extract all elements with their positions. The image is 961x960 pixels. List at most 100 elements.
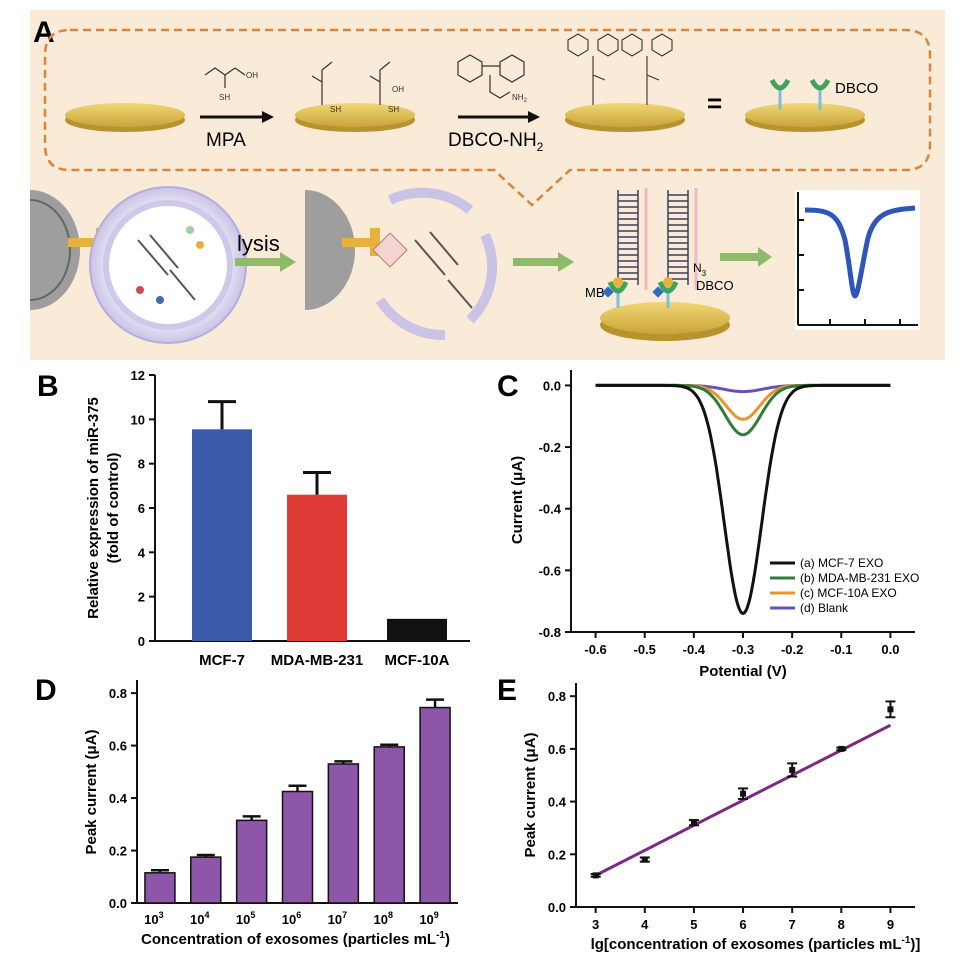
reagent-dbco-label: DBCO-NH2	[448, 130, 544, 154]
x-category-label: 109	[419, 910, 438, 927]
y-tick-label: 4	[138, 545, 146, 560]
reagent-mpa-label: MPA	[206, 130, 246, 151]
x-axis-label-part: Concentration of exosomes (particles mL	[141, 931, 436, 948]
data-point	[592, 872, 599, 879]
bar	[235, 819, 268, 904]
y-tick-label: -0.6	[539, 563, 561, 578]
arrow-detect	[513, 252, 574, 272]
data-point	[887, 706, 894, 713]
sh-text-1: SH	[219, 93, 230, 102]
y-tick-label: 0.6	[548, 742, 566, 757]
category-base: 10	[373, 912, 387, 927]
y-tick-label: 0.2	[109, 844, 127, 859]
panel-a-bubble	[43, 28, 932, 207]
category-exponent: 7	[342, 910, 347, 920]
legend-label: (b) MDA-MB-231 EXO	[800, 571, 919, 585]
x-category-label: 103	[144, 910, 163, 927]
y-axis-label-2: (fold of control)	[105, 453, 122, 564]
panel-b-letter: B	[37, 370, 59, 403]
y-tick-label: 0.0	[109, 896, 127, 911]
x-category-label: 107	[328, 910, 347, 927]
bead-right	[305, 190, 408, 310]
panel-a-letter: A	[33, 16, 55, 49]
y-tick-label: 0.2	[548, 847, 566, 862]
arrow-signal	[720, 247, 772, 267]
arrow-mpa	[200, 111, 274, 123]
x-axis-label-part: )	[445, 931, 450, 948]
y-tick-label: 0.0	[543, 378, 561, 393]
inset-voltammogram	[795, 190, 920, 330]
y-tick-label: 0	[138, 634, 145, 649]
panel-a: A SH OH MPA SH SH OH	[29, 10, 945, 360]
data-point	[690, 819, 697, 826]
detection-electrode	[600, 188, 730, 341]
chart-b: 0 2 4 6 8 10 12 MCF-7 MDA-MB-231 MCF-10A Relative …	[85, 368, 470, 669]
panel-d-letter: D	[35, 674, 57, 707]
equals-sign: =	[707, 88, 722, 118]
x-axis-label-part: )]	[910, 936, 920, 953]
panel-e: E 0.0 0.2 0.4 0.6 0.8 3 4 5 6 7 8 9 lg[concentration…	[497, 674, 920, 953]
y-tick-label: 0.4	[109, 791, 128, 806]
dbco-label-2: DBCO	[696, 278, 734, 293]
chart-c: 0.0 -0.2 -0.4 -0.6 -0.8 -0.6 -0.5 -0.4 -0.3 -0.2 -…	[509, 370, 919, 680]
dbco-simplified-electrode	[745, 78, 865, 132]
x-axis-label-part: lg[concentration of exosomes (particles …	[591, 936, 902, 953]
x-tick-label: -0.3	[732, 642, 754, 657]
x-tick-label: 6	[739, 917, 746, 932]
y-axis-label: Current (μA)	[509, 456, 526, 544]
y-tick-label: 0.0	[548, 900, 566, 915]
y-tick-label: 8	[138, 457, 145, 472]
y-tick-label: 0.8	[109, 686, 127, 701]
y-tick-label: 0.4	[548, 795, 567, 810]
x-tick-label: -0.1	[830, 642, 852, 657]
category-base: 10	[282, 912, 296, 927]
bar	[387, 618, 447, 641]
mpa-structure: SH OH	[204, 67, 258, 102]
x-category-label: 105	[236, 910, 255, 927]
arrow-dbco	[458, 111, 540, 123]
y-tick-label: -0.4	[539, 502, 562, 517]
dbco-electrode	[565, 33, 685, 132]
category-base: 10	[419, 912, 433, 927]
x-tick-label: -0.6	[584, 642, 606, 657]
data-point	[838, 745, 845, 752]
n3-label: N3	[693, 261, 707, 278]
x-tick-label: 9	[887, 917, 894, 932]
exosome-lysed	[375, 187, 498, 341]
bar	[192, 429, 252, 641]
y-tick-label: -0.2	[539, 440, 561, 455]
x-category-label: MDA-MB-231	[271, 652, 364, 669]
x-category-label: MCF-7	[199, 652, 245, 669]
oh-text-2: OH	[392, 85, 404, 94]
oh-text-1: OH	[246, 71, 258, 80]
legend-label: (a) MCF-7 EXO	[800, 556, 883, 570]
x-tick-label: 5	[690, 917, 697, 932]
y-tick-label: 6	[138, 501, 145, 516]
nh2-text: NH2	[512, 93, 528, 104]
x-category-label: MCF-10A	[384, 652, 449, 669]
x-tick-label: 4	[641, 917, 649, 932]
x-tick-label: 3	[592, 917, 599, 932]
bare-electrode	[65, 103, 185, 132]
x-tick-label: -0.2	[781, 642, 803, 657]
panel-e-letter: E	[497, 674, 517, 707]
category-base: 10	[144, 912, 158, 927]
legend-label: (d) Blank	[800, 601, 849, 615]
bar	[287, 494, 347, 641]
category-exponent: 8	[388, 910, 393, 920]
bar	[419, 706, 451, 904]
data-point	[740, 790, 747, 797]
x-tick-label: 7	[789, 917, 796, 932]
dbco-structure: NH2	[457, 54, 528, 104]
y-tick-label: 10	[131, 412, 145, 427]
x-axis-label-part: -1	[436, 930, 445, 941]
series-line	[595, 383, 891, 616]
legend-label: (c) MCF-10A EXO	[800, 586, 897, 600]
panel-c-letter: C	[497, 370, 519, 403]
category-base: 10	[190, 912, 204, 927]
y-tick-label: 0.8	[548, 689, 566, 704]
lysis-label: lysis	[237, 231, 280, 256]
